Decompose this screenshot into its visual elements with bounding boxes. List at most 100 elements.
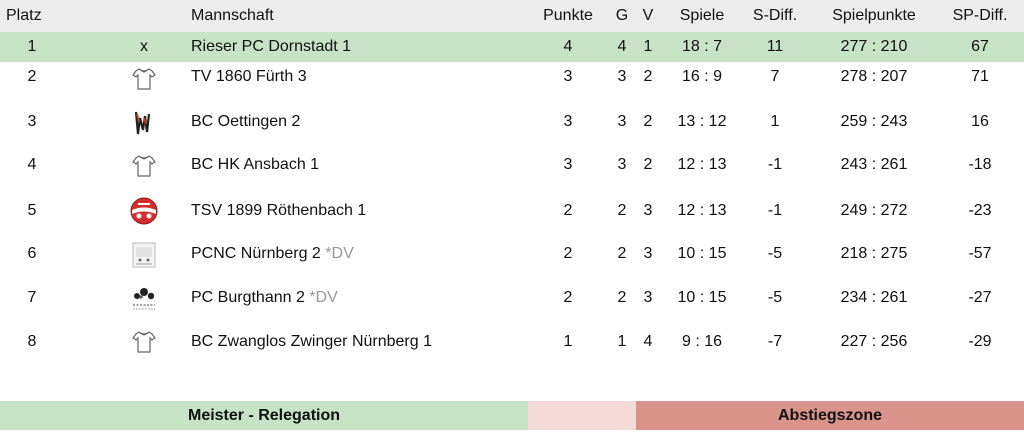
sdiff-cell: 7 — [770, 68, 780, 85]
club-logo-burgthann — [128, 282, 160, 314]
spiele-cell: 13 : 12 — [677, 113, 727, 130]
spdiff-cell: -18 — [968, 156, 992, 173]
legend-neutral-zone — [528, 401, 636, 430]
spielpunkte-cell: 234 : 261 — [840, 289, 908, 306]
platz-cell: 7 — [27, 289, 37, 306]
spiele-cell: 10 : 15 — [677, 245, 727, 262]
platz-cell: 5 — [27, 202, 37, 219]
table-row[interactable]: 2 TV 1860 Fürth 3 3 3 2 16 : 9 7 278 : 2… — [0, 62, 1024, 102]
dv-badge: *DV — [325, 245, 354, 262]
table-row[interactable]: 5 TSV 1899 Röthenbach 1 2 2 3 12 : 13 -1… — [0, 188, 1024, 232]
v-cell: 1 — [643, 38, 653, 55]
team-link[interactable]: TSV 1899 Röthenbach 1 — [191, 202, 367, 219]
header-spielpunkte: Spielpunkte — [832, 7, 916, 24]
team-name: PC Burgthann 2 — [191, 289, 305, 306]
spdiff-cell: -57 — [968, 245, 992, 262]
spiele-cell: 16 : 9 — [681, 68, 723, 85]
v-cell: 2 — [643, 113, 653, 130]
g-cell: 3 — [617, 156, 627, 173]
g-cell: 2 — [617, 289, 627, 306]
legend-meister-relegation: Meister - Relegation — [0, 401, 528, 430]
punkte-cell: 4 — [563, 38, 573, 55]
spielpunkte-cell: 259 : 243 — [840, 113, 908, 130]
punkte-cell: 3 — [563, 113, 573, 130]
spiele-cell: 9 : 16 — [681, 333, 723, 350]
sdiff-cell: -7 — [767, 333, 783, 350]
legend-abstiegszone: Abstiegszone — [636, 401, 1024, 430]
shirt-icon — [128, 65, 160, 97]
punkte-cell: 3 — [563, 68, 573, 85]
spdiff-cell: -23 — [968, 202, 992, 219]
platz-cell: 6 — [27, 245, 37, 262]
punkte-cell: 2 — [563, 202, 573, 219]
spielpunkte-cell: 218 : 275 — [840, 245, 908, 262]
header-punkte: Punkte — [543, 7, 593, 24]
team-link[interactable]: PC Burgthann 2 *DV — [191, 289, 338, 307]
g-cell: 3 — [617, 113, 627, 130]
header-spdiff: SP-Diff. — [952, 7, 1008, 24]
g-cell: 2 — [617, 202, 627, 219]
table-header: Platz Mannschaft Punkte G V Spiele S-Dif… — [0, 0, 1024, 32]
punkte-cell: 3 — [563, 156, 573, 173]
spdiff-cell: 16 — [971, 113, 989, 130]
sdiff-cell: -5 — [767, 289, 783, 306]
sdiff-cell: -1 — [767, 202, 783, 219]
spielpunkte-cell: 278 : 207 — [840, 68, 908, 85]
spielpunkte-cell: 277 : 210 — [840, 38, 908, 55]
dv-badge: *DV — [309, 289, 338, 306]
sdiff-cell: 1 — [770, 113, 780, 130]
club-logo-pcnc — [128, 238, 160, 270]
team-link[interactable]: Rieser PC Dornstadt 1 — [191, 38, 352, 55]
v-cell: 3 — [643, 202, 653, 219]
spiele-cell: 18 : 7 — [681, 38, 723, 55]
header-sdiff: S-Diff. — [752, 7, 798, 24]
platz-cell: 3 — [27, 113, 37, 130]
table-row[interactable]: 1 x Rieser PC Dornstadt 1 4 4 1 18 : 7 1… — [0, 32, 1024, 62]
platz-cell: 4 — [27, 156, 37, 173]
shirt-icon — [128, 152, 160, 184]
g-cell: 3 — [617, 68, 627, 85]
spdiff-cell: 71 — [971, 68, 989, 85]
v-cell: 2 — [643, 68, 653, 85]
spielpunkte-cell: 227 : 256 — [840, 333, 908, 350]
header-v: V — [642, 7, 654, 24]
team-name: PCNC Nürnberg 2 — [191, 245, 321, 262]
v-cell: 3 — [643, 289, 653, 306]
team-link[interactable]: PCNC Nürnberg 2 *DV — [191, 245, 354, 263]
header-platz: Platz — [6, 7, 42, 24]
spdiff-cell: -27 — [968, 289, 992, 306]
spiele-cell: 12 : 13 — [677, 156, 727, 173]
table-row[interactable]: 8 BC Zwanglos Zwinger Nürnberg 1 1 1 4 9… — [0, 318, 1024, 362]
punkte-cell: 2 — [563, 245, 573, 262]
table-row[interactable]: 6 PCNC Nürnberg 2 *DV 2 2 3 10 : 15 -5 2… — [0, 232, 1024, 274]
v-cell: 2 — [643, 156, 653, 173]
spielpunkte-cell: 243 : 261 — [840, 156, 908, 173]
team-link[interactable]: BC Zwanglos Zwinger Nürnberg 1 — [191, 333, 432, 350]
logo-placeholder: x — [140, 38, 148, 55]
v-cell: 3 — [643, 245, 653, 262]
g-cell: 4 — [617, 38, 627, 55]
v-cell: 4 — [643, 333, 653, 350]
team-link[interactable]: TV 1860 Fürth 3 — [191, 68, 307, 85]
club-logo-oettingen — [128, 108, 160, 140]
punkte-cell: 2 — [563, 289, 573, 306]
table-row[interactable]: 7 PC Burgthann 2 *DV 2 2 3 10 : 15 -5 23… — [0, 274, 1024, 318]
table-row[interactable]: 3 BC Oettingen 2 3 3 2 13 : 12 1 259 : 2… — [0, 102, 1024, 146]
header-spiele: Spiele — [679, 7, 725, 24]
sdiff-cell: 11 — [766, 38, 784, 55]
team-link[interactable]: BC HK Ansbach 1 — [191, 156, 320, 173]
spiele-cell: 12 : 13 — [677, 202, 727, 219]
punkte-cell: 1 — [563, 333, 573, 350]
g-cell: 2 — [617, 245, 627, 262]
table-row[interactable]: 4 BC HK Ansbach 1 3 3 2 12 : 13 -1 243 :… — [0, 146, 1024, 188]
spiele-cell: 10 : 15 — [677, 289, 727, 306]
team-link[interactable]: BC Oettingen 2 — [191, 113, 301, 130]
spdiff-cell: -29 — [968, 333, 992, 350]
shirt-icon — [128, 328, 160, 360]
spdiff-cell: 67 — [971, 38, 989, 55]
platz-cell: 2 — [27, 68, 37, 85]
platz-cell: 8 — [27, 333, 37, 350]
sdiff-cell: -1 — [767, 156, 783, 173]
spielpunkte-cell: 249 : 272 — [840, 202, 908, 219]
g-cell: 1 — [617, 333, 627, 350]
